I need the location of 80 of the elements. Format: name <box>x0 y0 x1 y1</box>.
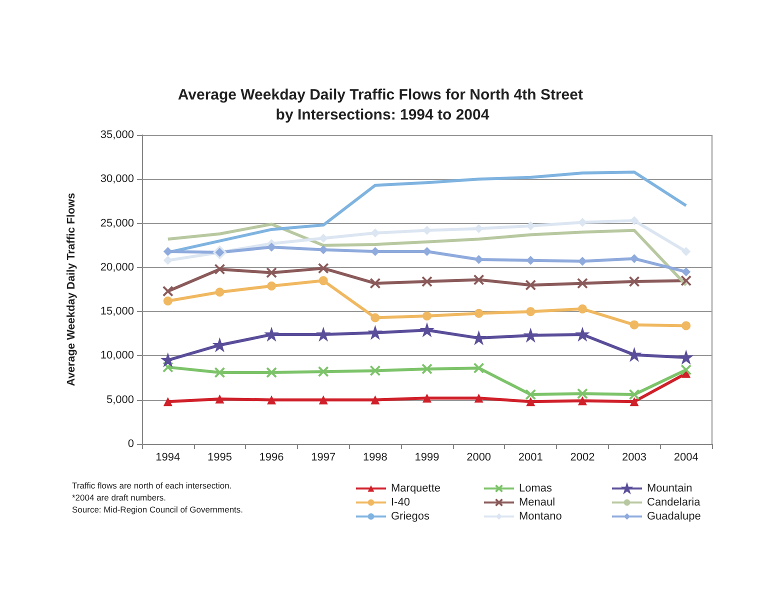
point <box>422 276 432 288</box>
point <box>214 366 226 378</box>
y-tick-label: 35,000 <box>100 129 134 141</box>
y-tick-label: 5,000 <box>106 394 134 406</box>
y-tick-label: 30,000 <box>100 173 134 186</box>
x-tick-label: 1997 <box>311 452 336 464</box>
point <box>370 278 381 289</box>
point <box>318 276 328 286</box>
x-tick-label: 1999 <box>414 452 440 464</box>
point <box>214 264 226 275</box>
point <box>473 362 484 374</box>
x-tick-label: 2001 <box>518 452 543 464</box>
point <box>318 366 329 378</box>
point <box>422 311 432 320</box>
source-note: Source: Mid-Region Council of Governments. <box>72 504 244 514</box>
point <box>215 288 224 297</box>
legend-label: Mountain <box>647 482 692 494</box>
chart-title: Average Weekday Daily Traffic Flows for North 4th Street by Intersections: 1994 to 2004 <box>178 86 588 124</box>
point <box>630 320 639 330</box>
point <box>680 364 692 376</box>
y-tick-label: 15,000 <box>100 306 134 318</box>
point <box>628 389 640 400</box>
point <box>576 278 588 289</box>
point <box>680 275 692 286</box>
point <box>526 307 536 316</box>
point <box>578 396 587 406</box>
x-tick-label: 1995 <box>207 452 232 464</box>
y-tick-label: 10,000 <box>100 350 134 362</box>
x-tick-label: 1994 <box>156 452 180 464</box>
point <box>370 395 380 404</box>
y-tick-label: 25,000 <box>100 217 134 230</box>
point <box>163 397 172 406</box>
y-axis-title: Average Weekday Daily Traffic Flows <box>66 192 78 386</box>
point <box>267 395 276 404</box>
legend-label: Marquette <box>391 482 441 494</box>
point <box>422 394 432 403</box>
x-tick-label: 2000 <box>466 452 492 464</box>
point <box>682 321 691 330</box>
point <box>473 274 484 286</box>
point <box>576 388 588 400</box>
x-tick-label: 2003 <box>622 452 647 464</box>
y-tick-label: 20,000 <box>100 261 134 274</box>
point <box>163 296 172 306</box>
point <box>526 397 536 406</box>
point <box>422 363 432 374</box>
point <box>162 286 174 297</box>
y-tick-label: 0 <box>128 438 134 450</box>
text: Traffic flows are north of each intersection. <box>72 480 232 490</box>
legend-label: Montano <box>519 510 562 522</box>
point <box>318 262 329 274</box>
point <box>630 397 639 406</box>
point <box>370 365 381 376</box>
point <box>682 247 691 256</box>
point <box>525 280 536 291</box>
point <box>163 256 172 265</box>
point <box>267 281 276 290</box>
legend-label: Guadalupe <box>647 510 701 522</box>
text: *2004 are draft numbers. <box>72 492 166 502</box>
point <box>215 394 224 404</box>
legend-label: Candelaria <box>647 496 702 508</box>
point <box>474 308 484 318</box>
point <box>318 395 328 404</box>
legend-label: I-40 <box>391 496 410 508</box>
point <box>474 394 484 403</box>
legend-label: Menaul <box>519 496 556 508</box>
point <box>370 313 380 322</box>
point <box>682 267 691 276</box>
point <box>525 389 536 400</box>
x-tick-label: 2002 <box>570 452 595 464</box>
x-tick-label: 2004 <box>674 452 698 464</box>
x-tick-label: 1996 <box>259 452 284 464</box>
point <box>162 362 174 373</box>
legend-label: Griegos <box>391 510 430 522</box>
point <box>266 366 278 378</box>
legend-label: Lomas <box>519 482 553 494</box>
x-tick-label: 1998 <box>362 452 388 464</box>
point <box>628 276 640 288</box>
point <box>578 304 587 314</box>
line-series <box>166 222 688 287</box>
point <box>266 267 278 278</box>
